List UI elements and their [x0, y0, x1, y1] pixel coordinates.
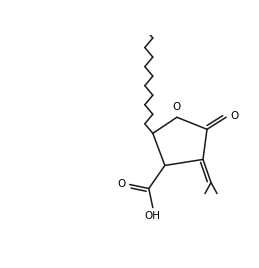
Text: O: O: [173, 102, 181, 112]
Text: O: O: [117, 178, 125, 188]
Text: O: O: [230, 111, 238, 121]
Text: OH: OH: [145, 211, 161, 221]
